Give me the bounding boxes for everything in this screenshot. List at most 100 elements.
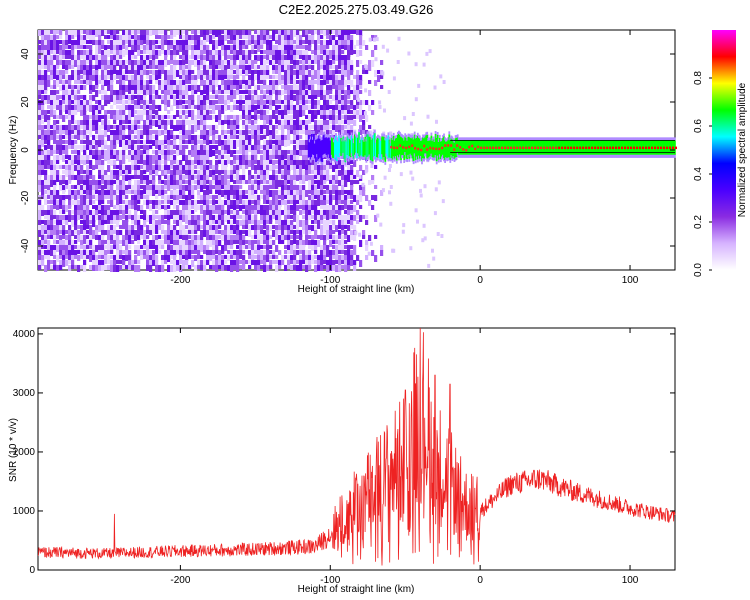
- spectrogram-cell: [185, 80, 189, 84]
- spectrogram-cell: [176, 50, 180, 55]
- spectrogram-cell: [41, 170, 45, 175]
- spectrogram-cell: [206, 250, 210, 256]
- spectrogram-cell: [254, 180, 258, 184]
- spectrogram-cell: [287, 130, 291, 135]
- spectrogram-cell: [365, 220, 369, 225]
- spectrogram-cell: [257, 85, 261, 90]
- spectrogram-cell: [359, 90, 363, 94]
- spectrogram-cell: [209, 65, 213, 69]
- spectrogram-cell: [62, 190, 66, 194]
- spectrogram-cell: [263, 225, 267, 229]
- spectrogram-cell: [254, 130, 258, 135]
- spectrogram-cell: [254, 95, 258, 100]
- spectrogram-cell: [350, 35, 354, 40]
- spectrogram-cell: [260, 90, 264, 94]
- spectrogram-cell: [80, 110, 84, 116]
- spectrogram-cell: [71, 75, 75, 80]
- spectrogram-cell: [101, 105, 105, 110]
- spectrogram-cell: [332, 175, 336, 180]
- spectrogram-cell: [368, 37, 372, 42]
- spectrogram-cell: [77, 195, 81, 199]
- spectrogram-cell: [296, 105, 300, 110]
- spectrogram-cell: [233, 250, 237, 256]
- spectrogram-cell: [89, 265, 93, 270]
- spectrogram-cell: [323, 105, 327, 112]
- spectrogram-cell: [254, 155, 258, 160]
- spectrogram-cell: [335, 210, 339, 214]
- spectrogram-cell: [146, 80, 150, 85]
- spectrogram-cell: [293, 130, 297, 136]
- spectrogram-cell: [95, 65, 99, 71]
- spectrogram-cell: [203, 155, 207, 160]
- spectrogram-cell: [83, 205, 87, 211]
- spectrogram-cell: [245, 225, 249, 229]
- spectrogram-cell: [242, 165, 246, 171]
- spectrogram-cell: [218, 175, 222, 180]
- spectrogram-cell: [86, 210, 90, 216]
- spectrogram-cell: [257, 210, 261, 214]
- spectrogram-cell: [185, 185, 189, 191]
- spectrogram-cell: [347, 210, 351, 216]
- spectrogram-cell: [314, 95, 318, 99]
- spectrogram-cell: [122, 225, 126, 229]
- spectrogram-cell: [251, 100, 255, 107]
- spectrogram-cell: [239, 105, 243, 111]
- spectrogram-cell: [299, 245, 303, 251]
- spectrogram-cell: [98, 35, 102, 41]
- spectrogram-cell: [50, 65, 54, 71]
- spectrogram-cell: [122, 235, 126, 242]
- spectrogram-cell: [350, 125, 354, 130]
- spectrogram-cell: [173, 80, 177, 86]
- spectrogram-cell: [299, 130, 303, 134]
- spectrogram-cell: [56, 170, 60, 175]
- spectrogram-cell: [41, 45, 45, 52]
- spectrogram-cell: [188, 265, 192, 269]
- spectrogram-cell: [149, 105, 153, 111]
- spectrogram-cell: [170, 150, 174, 157]
- spectrogram-band-fringe: [376, 136, 378, 140]
- spectrogram-cell: [248, 70, 252, 74]
- spectrogram-cell: [278, 95, 282, 101]
- spectrogram-cell: [86, 245, 90, 249]
- spectrogram-cell: [257, 170, 261, 177]
- spectrogram-cell: [416, 219, 419, 224]
- spectrogram-cell: [50, 125, 54, 129]
- spectrogram-cell: [233, 265, 237, 270]
- spectrogram-cell: [254, 220, 258, 226]
- spectrogram-cell: [341, 45, 345, 49]
- spectrogram-band-cell: [376, 139, 378, 158]
- spectrogram-cell: [332, 195, 336, 200]
- spectrogram-cell: [248, 265, 252, 269]
- spectrogram-cell: [296, 50, 300, 55]
- spectrogram-cell: [233, 125, 237, 130]
- spectrogram-cell: [341, 120, 345, 124]
- spectrogram-cell: [173, 50, 177, 57]
- spectrogram-cell: [140, 225, 144, 230]
- spectrogram-cell: [329, 190, 333, 197]
- spectrogram-cell: [269, 205, 273, 211]
- spectrogram-cell: [191, 40, 195, 44]
- spectrogram-cell: [149, 125, 153, 129]
- spectrogram-cell: [104, 195, 108, 199]
- spectrogram-cell: [167, 245, 171, 251]
- spectrogram-cell: [335, 215, 339, 219]
- spectrogram-cell: [302, 145, 306, 152]
- spectrogram-cell: [230, 125, 234, 132]
- spectrogram-cell: [140, 140, 144, 144]
- spectrogram-cell: [278, 200, 282, 207]
- spectrogram-cell: [305, 190, 309, 197]
- spectrogram-cell: [191, 45, 195, 51]
- spectrogram-cell: [290, 140, 294, 144]
- spectrogram-cell: [287, 70, 291, 75]
- spectrogram-cell: [80, 130, 84, 137]
- spectrogram-cell: [344, 40, 348, 45]
- spectrogram-cell: [281, 80, 285, 84]
- spectrogram-cell: [350, 115, 354, 120]
- spectrogram-cell: [332, 205, 336, 212]
- spectrogram-cell: [278, 70, 282, 77]
- spectrogram-cell: [89, 180, 93, 185]
- spectrogram-cell: [320, 230, 324, 236]
- spectrogram-cell: [212, 180, 216, 184]
- spectrogram-cell: [218, 35, 222, 42]
- spectrogram-cell: [263, 170, 267, 175]
